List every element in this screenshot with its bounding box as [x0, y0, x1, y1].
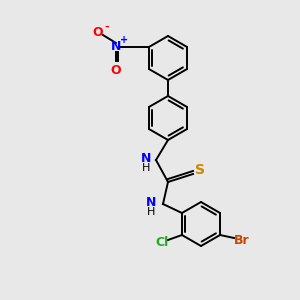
Text: H: H — [147, 207, 155, 217]
Text: N: N — [146, 196, 156, 208]
Text: N: N — [111, 40, 121, 53]
Text: O: O — [93, 26, 103, 40]
Text: +: + — [120, 35, 128, 45]
Text: -: - — [105, 22, 109, 32]
Text: N: N — [141, 152, 151, 164]
Text: Br: Br — [234, 233, 250, 247]
Text: S: S — [195, 163, 205, 177]
Text: Cl: Cl — [155, 236, 169, 250]
Text: O: O — [111, 64, 121, 77]
Text: H: H — [142, 163, 150, 173]
